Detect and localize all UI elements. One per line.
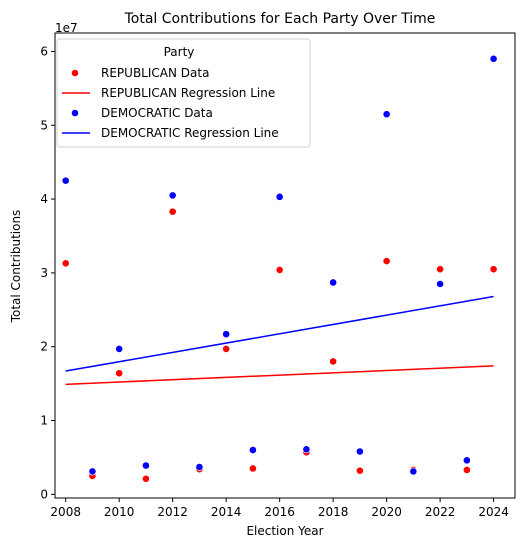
data-point-series-2-12 (382, 110, 391, 119)
legend: Party REPUBLICAN Data REPUBLICAN Regressi… (56, 38, 311, 148)
data-point-series-2-1 (88, 467, 97, 476)
y-axis: 0 1 2 3 4 5 6 (40, 44, 55, 501)
y-tick-label-6: 6 (40, 44, 48, 58)
x-axis-label: Election Year (246, 524, 323, 538)
data-point-series-2-15 (462, 456, 471, 465)
y-tick-label-3: 3 (40, 266, 48, 280)
data-point-series-0-0 (61, 259, 70, 268)
x-tick-label-2: 2012 (157, 505, 188, 519)
data-point-series-2-9 (302, 445, 311, 454)
x-tick-label-7: 2022 (425, 505, 456, 519)
x-axis: 2008 2010 2012 2014 2016 2018 2020 2022 2024 (50, 498, 509, 519)
y-tick-label-2: 2 (40, 340, 48, 354)
legend-title: Party (164, 45, 195, 59)
plot-frame (54, 32, 516, 499)
x-tick-label-8: 2024 (478, 505, 509, 519)
data-point-series-2-3 (142, 461, 150, 470)
x-tick-label-0: 2008 (50, 505, 81, 519)
data-point-series-2-14 (436, 280, 445, 288)
data-point-series-0-10 (329, 357, 338, 366)
regression-line-series-1 (65, 365, 494, 386)
data-point-series-0-2 (115, 369, 124, 378)
data-point-series-0-4 (168, 207, 177, 216)
data-point-series-2-6 (222, 330, 231, 339)
data-point-series-0-16 (489, 265, 498, 274)
data-point-series-2-13 (409, 467, 418, 476)
legend-label-2: DEMOCRATIC Data (101, 106, 213, 120)
legend-label-3: DEMOCRATIC Regression Line (101, 126, 279, 140)
legend-marker-0 (71, 69, 79, 77)
y-tick-label-1: 1 (40, 414, 48, 428)
data-point-series-0-11 (355, 466, 364, 475)
y-tick-label-0: 0 (40, 487, 48, 501)
data-point-series-2-2 (115, 344, 124, 353)
x-tick-label-5: 2018 (318, 505, 349, 519)
y-tick-label-4: 4 (40, 192, 48, 206)
data-point-series-2-10 (329, 278, 338, 287)
y-axis-label: Total Contributions (9, 210, 23, 324)
y-tick-label-5: 5 (40, 118, 48, 132)
legend-marker-2 (71, 109, 79, 117)
x-tick-label-6: 2020 (371, 505, 402, 519)
legend-box (56, 38, 311, 148)
data-point-series-2-8 (275, 192, 284, 201)
legend-items: REPUBLICAN Data REPUBLICAN Regression Lin… (62, 66, 279, 140)
data-point-series-0-8 (275, 266, 284, 274)
legend-label-1: REPUBLICAN Regression Line (101, 86, 275, 100)
x-tick-label-3: 2014 (211, 505, 242, 519)
chart-title: Total Contributions for Each Party Over … (124, 11, 436, 27)
data-point-series-2-7 (249, 446, 257, 454)
data-point-series-2-16 (489, 54, 498, 63)
regression-line-series-3 (65, 295, 494, 372)
plot-marks (61, 54, 498, 483)
data-point-series-0-6 (222, 344, 231, 353)
data-point-series-0-3 (142, 474, 150, 483)
data-point-series-0-14 (436, 265, 445, 274)
data-point-series-2-0 (61, 176, 70, 185)
data-point-series-0-7 (249, 464, 257, 473)
data-point-series-2-4 (168, 191, 177, 200)
data-point-series-2-11 (355, 447, 364, 456)
y-axis-exponent: 1e7 (55, 21, 78, 35)
data-point-series-2-5 (195, 463, 204, 471)
legend-label-0: REPUBLICAN Data (101, 66, 209, 80)
data-point-series-0-15 (462, 466, 471, 474)
data-point-series-0-12 (382, 257, 391, 265)
x-tick-label-4: 2016 (264, 505, 295, 519)
x-tick-label-1: 2010 (104, 505, 135, 519)
